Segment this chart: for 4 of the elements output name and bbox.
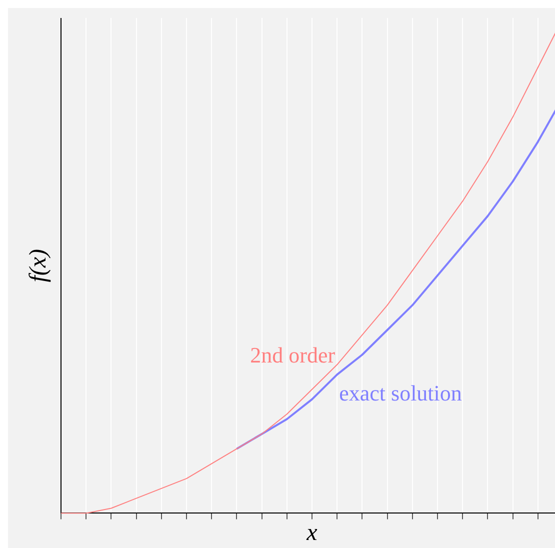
series-label: exact solution: [339, 380, 462, 406]
y-axis-title: f(x): [25, 248, 52, 282]
series-label: 2nd order: [250, 342, 336, 368]
x-axis-title: x: [306, 520, 318, 546]
